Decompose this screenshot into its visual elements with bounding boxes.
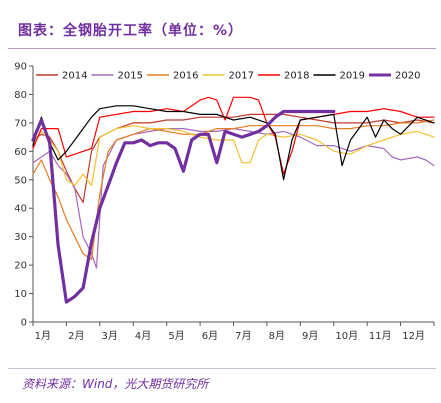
x-tick-label: 3月 xyxy=(102,330,118,342)
source-note: 资料来源：Wind，光大期货研究所 xyxy=(22,377,209,391)
x-tick-label: 2月 xyxy=(68,330,84,342)
x-tick-label: 6月 xyxy=(202,330,218,342)
legend-label-2017: 2017 xyxy=(229,71,254,82)
x-tick-label: 12月 xyxy=(402,330,425,342)
legend-label-2016: 2016 xyxy=(173,71,198,82)
y-tick-label: 50 xyxy=(14,175,27,186)
y-tick-label: 10 xyxy=(14,289,27,300)
series-line-2014 xyxy=(32,113,435,204)
y-tick-label: 70 xyxy=(14,118,27,129)
title-divider xyxy=(8,48,436,49)
source-divider xyxy=(8,368,436,369)
x-axis: 1月 2月 3月 4月 5月 6月 7月 8月 9月 10月 11月 12月 xyxy=(32,321,435,342)
y-tick-label: 20 xyxy=(14,261,27,272)
series-line-2017 xyxy=(32,125,435,187)
y-tick-label: 0 xyxy=(21,318,27,329)
x-tick-label: 8月 xyxy=(269,330,285,342)
x-tick-label: 9月 xyxy=(302,330,318,342)
x-tick-label: 5月 xyxy=(168,330,184,342)
legend: 2014 2015 2016 2017 2018 2019 2020 xyxy=(36,71,420,82)
legend-label-2015: 2015 xyxy=(118,71,143,82)
x-tick-label: 4月 xyxy=(135,330,151,342)
x-tick-label: 10月 xyxy=(335,330,358,342)
y-tick-label: 60 xyxy=(14,147,27,158)
legend-label-2020: 2020 xyxy=(395,71,420,82)
legend-label-2019: 2019 xyxy=(340,71,365,82)
y-tick-label: 40 xyxy=(14,204,27,215)
x-tick-label: 11月 xyxy=(369,330,392,342)
legend-label-2014: 2014 xyxy=(62,71,87,82)
legend-label-2018: 2018 xyxy=(284,71,309,82)
series-layer xyxy=(31,96,435,304)
series-line-2020 xyxy=(31,109,336,304)
y-tick-label: 30 xyxy=(14,232,27,243)
y-tick-label: 80 xyxy=(14,90,27,101)
series-line-2018 xyxy=(32,96,435,175)
x-tick-label: 1月 xyxy=(35,330,51,342)
x-tick-label: 7月 xyxy=(235,330,251,342)
chart-title: 图表：全钢胎开工率（单位：%） xyxy=(18,23,244,39)
y-axis: 0 10 20 30 40 50 60 70 80 90 xyxy=(14,62,34,329)
series-line-2019 xyxy=(32,105,435,181)
y-tick-label: 90 xyxy=(14,62,27,73)
line-chart: 0 10 20 30 40 50 60 70 80 90 1月 2月 3月 4月 5月 6月 7月 8月 9月 10… xyxy=(14,62,435,342)
